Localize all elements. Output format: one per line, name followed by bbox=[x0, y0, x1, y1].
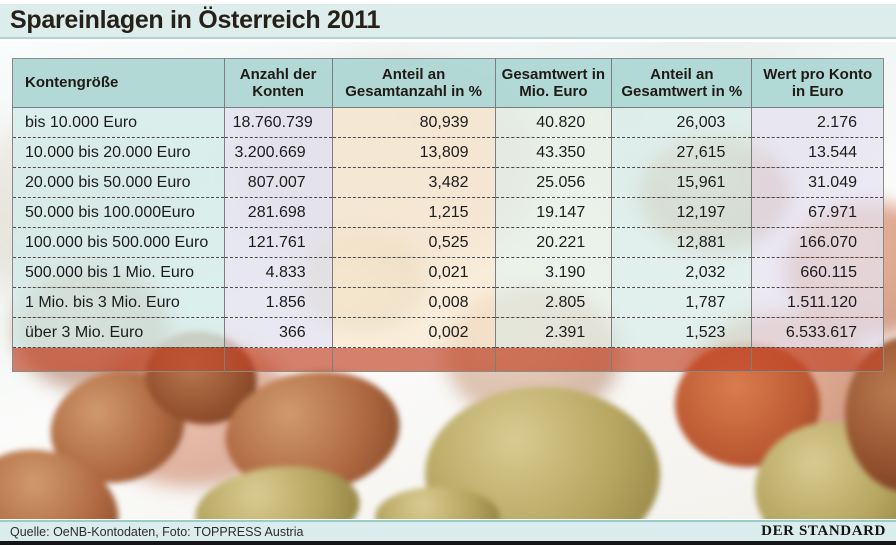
cell-anteil-wert: 1,523 bbox=[611, 317, 752, 348]
cell-wert-pro-konto bbox=[751, 347, 884, 372]
cell-kontengroesse: 20.000 bis 50.000 Euro bbox=[12, 167, 225, 198]
cell-wert-pro-konto: 1.511.120 bbox=[751, 287, 884, 318]
cell-anteil-anzahl: 1,215 bbox=[331, 197, 496, 228]
table-row: 20.000 bis 50.000 Euro 807.007 3,482 25.… bbox=[12, 167, 884, 198]
cell-gesamtwert: 2.391 bbox=[494, 317, 612, 348]
table-row: 500.000 bis 1 Mio. Euro 4.833 0,021 3.19… bbox=[12, 257, 884, 288]
cell-anteil-anzahl: 0,021 bbox=[331, 257, 496, 288]
cell-anteil-anzahl: 0,525 bbox=[331, 227, 496, 258]
col-header-gesamtwert: Gesamtwert in Mio. Euro bbox=[494, 58, 612, 108]
cell-anteil-anzahl: 3,482 bbox=[331, 167, 496, 198]
cell-anzahl: 807.007 bbox=[223, 167, 333, 198]
table-row: bis 10.000 Euro 18.760.739 80,939 40.820… bbox=[12, 107, 884, 138]
title-band: Spareinlagen in Österreich 2011 bbox=[0, 4, 896, 39]
cell-anzahl: 366 bbox=[223, 317, 333, 348]
cell-anzahl: 281.698 bbox=[223, 197, 333, 228]
empty-accent-row bbox=[12, 347, 884, 372]
cell-anteil-anzahl: 13,809 bbox=[331, 137, 496, 168]
table-row: 100.000 bis 500.000 Euro 121.761 0,525 2… bbox=[12, 227, 884, 258]
cell-anteil-anzahl bbox=[331, 347, 496, 372]
cell-wert-pro-konto: 166.070 bbox=[751, 227, 884, 258]
cell-wert-pro-konto: 13.544 bbox=[751, 137, 884, 168]
cell-gesamtwert: 20.221 bbox=[494, 227, 612, 258]
cell-kontengroesse: 500.000 bis 1 Mio. Euro bbox=[12, 257, 225, 288]
header-row: Kontengröße Anzahl der Konten Anteil an … bbox=[12, 58, 884, 108]
cell-anzahl: 18.760.739 bbox=[223, 107, 333, 138]
bottom-rule bbox=[0, 541, 896, 545]
cell-gesamtwert: 25.056 bbox=[494, 167, 612, 198]
cell-anteil-anzahl: 0,002 bbox=[331, 317, 496, 348]
cell-anteil-wert: 27,615 bbox=[611, 137, 752, 168]
cell-wert-pro-konto: 67.971 bbox=[751, 197, 884, 228]
cell-anzahl: 1.856 bbox=[223, 287, 333, 318]
cell-anzahl: 121.761 bbox=[223, 227, 333, 258]
col-header-anteil-wert: Anteil an Gesamtwert in % bbox=[611, 58, 752, 108]
cell-kontengroesse bbox=[12, 347, 225, 372]
cell-gesamtwert bbox=[494, 347, 612, 372]
col-header-kontengroesse: Kontengröße bbox=[12, 58, 225, 108]
cell-anzahl bbox=[223, 347, 333, 372]
euro-coins-photo: Kontengröße Anzahl der Konten Anteil an … bbox=[0, 42, 896, 519]
source-note: Quelle: OeNB-Kontodaten, Foto: TOPPRESS … bbox=[10, 524, 304, 539]
cell-anteil-wert: 12,881 bbox=[611, 227, 752, 258]
cell-anteil-wert bbox=[611, 347, 752, 372]
footer-bar: Quelle: OeNB-Kontodaten, Foto: TOPPRESS … bbox=[0, 520, 896, 541]
col-header-anteil-anzahl: Anteil an Gesamtanzahl in % bbox=[331, 58, 496, 108]
cell-anteil-wert: 26,003 bbox=[611, 107, 752, 138]
cell-gesamtwert: 43.350 bbox=[494, 137, 612, 168]
page-title: Spareinlagen in Österreich 2011 bbox=[10, 6, 381, 34]
table-row: 50.000 bis 100.000Euro 281.698 1,215 19.… bbox=[12, 197, 884, 228]
table-body: bis 10.000 Euro 18.760.739 80,939 40.820… bbox=[12, 107, 884, 372]
cell-kontengroesse: 100.000 bis 500.000 Euro bbox=[12, 227, 225, 258]
table-header: Kontengröße Anzahl der Konten Anteil an … bbox=[12, 58, 884, 108]
cell-kontengroesse: 50.000 bis 100.000Euro bbox=[12, 197, 225, 228]
cell-anzahl: 4.833 bbox=[223, 257, 333, 288]
cell-kontengroesse: 1 Mio. bis 3 Mio. Euro bbox=[12, 287, 225, 318]
cell-wert-pro-konto: 2.176 bbox=[751, 107, 884, 138]
table-row: 1 Mio. bis 3 Mio. Euro 1.856 0,008 2.805… bbox=[12, 287, 884, 318]
cell-anteil-wert: 2,032 bbox=[611, 257, 752, 288]
cell-anteil-wert: 1,787 bbox=[611, 287, 752, 318]
cell-anteil-wert: 15,961 bbox=[611, 167, 752, 198]
brand-logo: DER STANDARD bbox=[761, 523, 886, 539]
cell-gesamtwert: 19.147 bbox=[494, 197, 612, 228]
col-header-wert-pro-konto: Wert pro Konto in Euro bbox=[751, 58, 884, 108]
cell-wert-pro-konto: 6.533.617 bbox=[751, 317, 884, 348]
table-row: über 3 Mio. Euro 366 0,002 2.391 1,523 6… bbox=[12, 317, 884, 348]
cell-kontengroesse: 10.000 bis 20.000 Euro bbox=[12, 137, 225, 168]
cell-gesamtwert: 3.190 bbox=[494, 257, 612, 288]
cell-anteil-anzahl: 80,939 bbox=[331, 107, 496, 138]
cell-anzahl: 3.200.669 bbox=[223, 137, 333, 168]
coin-layer-near bbox=[0, 42, 896, 519]
cell-wert-pro-konto: 31.049 bbox=[751, 167, 884, 198]
cell-kontengroesse: bis 10.000 Euro bbox=[12, 107, 225, 138]
savings-table: Kontengröße Anzahl der Konten Anteil an … bbox=[12, 58, 884, 372]
col-header-anzahl: Anzahl der Konten bbox=[223, 58, 333, 108]
cell-gesamtwert: 40.820 bbox=[494, 107, 612, 138]
table-row: 10.000 bis 20.000 Euro 3.200.669 13,809 … bbox=[12, 137, 884, 168]
cell-gesamtwert: 2.805 bbox=[494, 287, 612, 318]
cell-anteil-anzahl: 0,008 bbox=[331, 287, 496, 318]
cell-wert-pro-konto: 660.115 bbox=[751, 257, 884, 288]
cell-kontengroesse: über 3 Mio. Euro bbox=[12, 317, 225, 348]
cell-anteil-wert: 12,197 bbox=[611, 197, 752, 228]
